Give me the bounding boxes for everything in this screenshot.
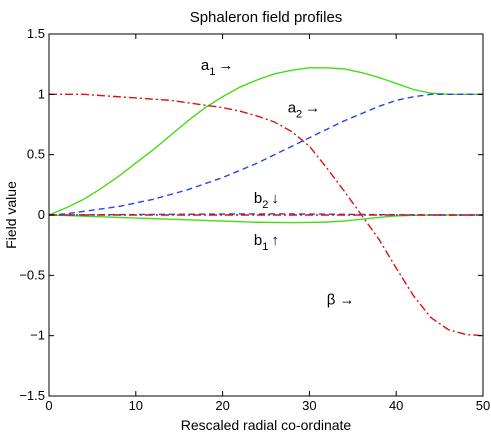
annotation-b2: b2 ↓ [254,190,279,211]
x-tick-label: 0 [45,398,52,413]
annotation-a2: a2 → [288,99,320,120]
series-line-b2 [48,213,483,216]
x-tick-label: 40 [389,398,403,413]
y-axis-label: Field value [3,181,19,249]
series-line-beta [49,93,484,337]
y-tick-label: 1.5 [27,26,45,41]
annotation-b1: b1 ↑ [254,232,279,253]
annotation-beta: β → [327,291,355,308]
y-tick-label: 0 [38,207,45,222]
series-line-a2 [48,93,483,216]
y-tick-label: −0.5 [19,267,45,282]
y-tick-label: −1.5 [19,388,45,403]
x-tick-label: 50 [476,398,490,413]
ticks-layer: 0 10 20 30 40 50 1.5 1 0.5 0 −0.5 −1 −1.5 [19,26,490,413]
x-tick-label: 20 [215,398,229,413]
y-tick-label: 0.5 [27,147,45,162]
series-line-a1 [48,67,483,216]
y-tick-label: −1 [30,328,45,343]
x-tick-label: 30 [302,398,316,413]
annotation-a1: a1 → [201,57,233,78]
annotations-layer: a1 → a2 → b2 ↓ b1 ↑ β → [201,57,355,308]
series-layer [48,67,484,337]
x-axis-label: Rescaled radial co-ordinate [181,417,352,433]
y-tick-label: 1 [38,86,45,101]
x-tick-label: 10 [129,398,143,413]
chart-title: Sphaleron field profiles [190,9,343,26]
